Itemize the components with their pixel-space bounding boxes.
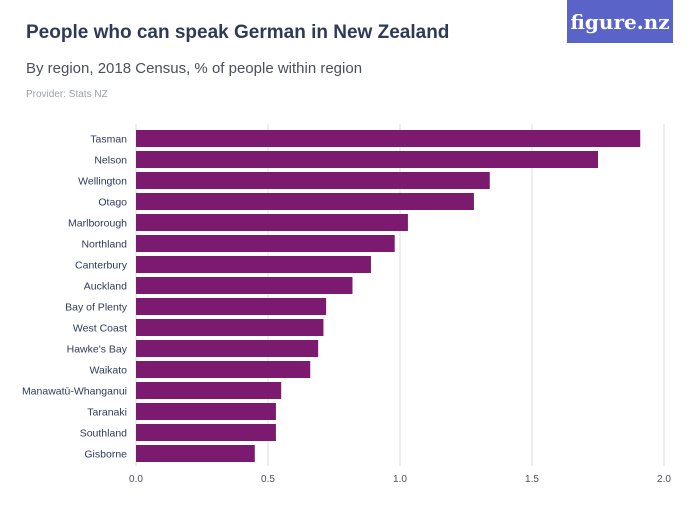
category-label: West Coast — [73, 323, 127, 335]
bar[interactable] — [136, 424, 276, 441]
category-label: Auckland — [84, 281, 127, 293]
category-label: Canterbury — [75, 260, 128, 272]
bar[interactable] — [136, 382, 282, 399]
category-labels: Tasman Nelson Wellington Otago Marlborough No… — [22, 134, 128, 461]
x-tick-label: 0.0 — [129, 474, 143, 485]
x-tick-label: 0.5 — [261, 474, 275, 485]
chart-subtitle: By region, 2018 Census, % of people with… — [26, 60, 363, 77]
x-tick-label: 1.5 — [525, 474, 539, 485]
category-label: Southland — [80, 428, 127, 440]
category-label: Marlborough — [68, 218, 127, 230]
category-label: Tasman — [90, 134, 127, 146]
bar[interactable] — [136, 235, 395, 252]
category-label: Wellington — [78, 176, 127, 188]
category-label: Hawke's Bay — [67, 344, 128, 356]
data-provider: Provider: Stats NZ — [26, 89, 108, 100]
bar[interactable] — [136, 319, 324, 336]
figure-nz-logo[interactable]: figure.nz — [567, 0, 673, 43]
bar[interactable] — [136, 445, 255, 462]
x-tick-label: 2.0 — [657, 474, 671, 485]
bar[interactable] — [136, 298, 327, 315]
x-tick-labels: 0.0 0.5 1.0 1.5 2.0 — [129, 474, 671, 485]
bars — [136, 130, 641, 462]
bar[interactable] — [136, 214, 408, 231]
category-label: Northland — [81, 239, 127, 251]
category-label: Nelson — [94, 155, 127, 167]
bar[interactable] — [136, 361, 311, 378]
bar[interactable] — [136, 193, 474, 210]
x-tick-label: 1.0 — [393, 474, 407, 485]
bar[interactable] — [136, 256, 371, 273]
bar[interactable] — [136, 277, 353, 294]
bar[interactable] — [136, 172, 490, 189]
category-label: Otago — [98, 197, 127, 209]
bar[interactable] — [136, 151, 598, 168]
bar[interactable] — [136, 403, 276, 420]
bar[interactable] — [136, 130, 641, 147]
category-label: Gisborne — [84, 449, 127, 461]
category-label: Waikato — [89, 365, 127, 377]
category-label: Taranaki — [87, 407, 127, 419]
chart-title: People who can speak German in New Zeala… — [26, 22, 450, 43]
bar[interactable] — [136, 340, 319, 357]
category-label: Bay of Plenty — [65, 302, 128, 314]
category-label: Manawatū-Whanganui — [22, 386, 127, 398]
